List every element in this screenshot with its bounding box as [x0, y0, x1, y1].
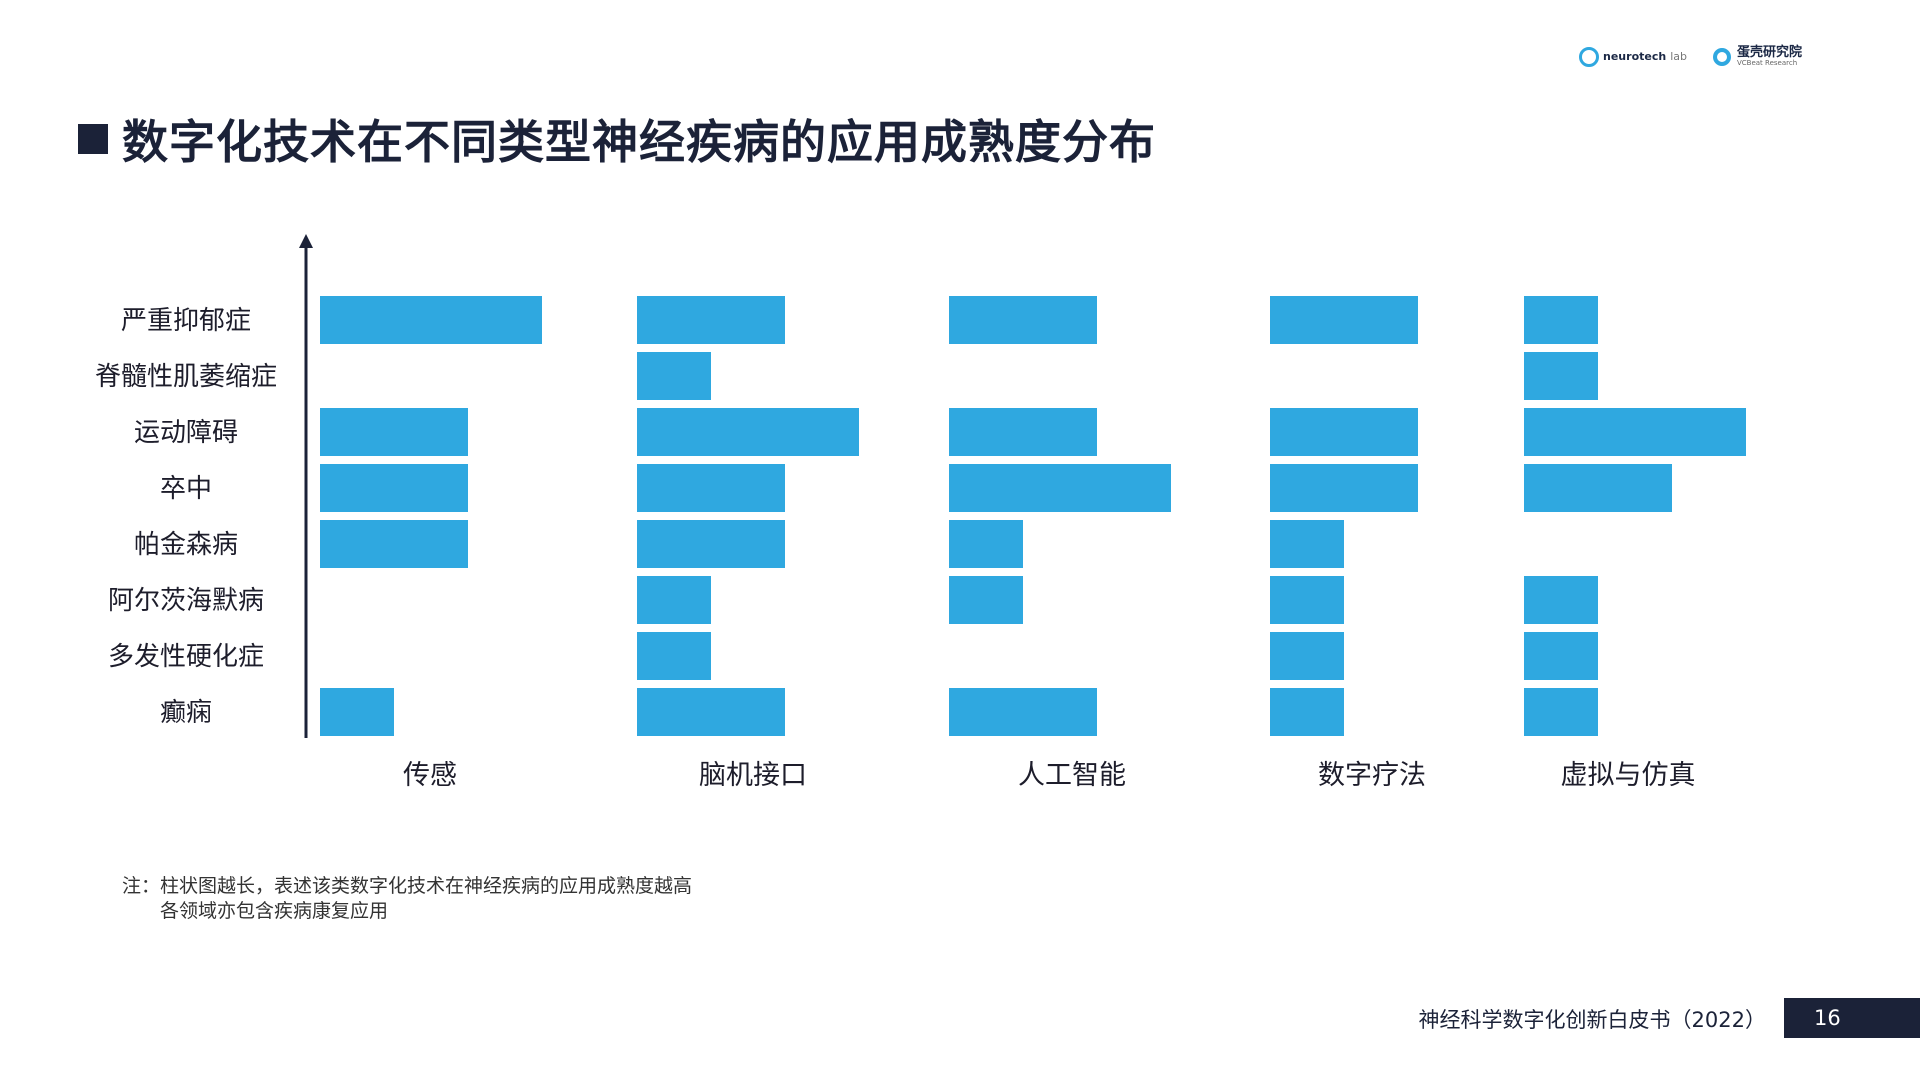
title-square-icon — [78, 124, 108, 154]
bar — [637, 632, 711, 680]
neurotech-logo-lab: lab — [1670, 50, 1687, 64]
x-category-label: 传感 — [403, 760, 457, 791]
vcbeat-mark-icon — [1712, 47, 1731, 66]
y-tick-label: 卒中 — [160, 474, 212, 504]
bar — [949, 408, 1097, 456]
chart-note: 注：柱状图越长，表述该类数字化技术在神经疾病的应用成熟度越高 各领域亦包含疾病康… — [122, 874, 692, 924]
x-category-label: 人工智能 — [1018, 760, 1126, 791]
chart-note-line2: 各领域亦包含疾病康复应用 — [160, 900, 389, 922]
bar — [320, 408, 468, 456]
bar — [1270, 632, 1344, 680]
bar — [637, 352, 711, 400]
chart-note-line1: 注：柱状图越长，表述该类数字化技术在神经疾病的应用成熟度越高 — [122, 875, 693, 897]
bar — [949, 688, 1097, 736]
bar — [1524, 688, 1598, 736]
y-axis-arrow — [299, 234, 313, 248]
bar — [1524, 464, 1672, 512]
bar — [1524, 632, 1598, 680]
neurotech-logo-text: neurotech — [1603, 50, 1667, 64]
y-tick-label: 脊髓性肌萎缩症 — [95, 362, 277, 392]
bar — [1270, 408, 1418, 456]
bar — [1270, 296, 1418, 344]
bar — [320, 296, 542, 344]
neurotech-logo: neurotech lab — [1579, 46, 1687, 67]
bar — [1270, 520, 1344, 568]
bar — [1524, 296, 1598, 344]
bar — [320, 688, 394, 736]
y-tick-label: 癫痫 — [160, 698, 212, 728]
bar — [949, 576, 1023, 624]
y-tick-label: 多发性硬化症 — [108, 642, 264, 672]
bar — [637, 520, 785, 568]
y-tick-label: 严重抑郁症 — [121, 306, 251, 336]
y-tick-label: 帕金森病 — [134, 530, 238, 560]
y-tick-label: 阿尔茨海默病 — [108, 586, 264, 616]
bar — [637, 688, 785, 736]
x-category-label: 脑机接口 — [699, 760, 807, 791]
y-tick-label: 运动障碍 — [134, 418, 238, 448]
bar — [949, 296, 1097, 344]
footer-title: 神经科学数字化创新白皮书（2022） — [1418, 1008, 1766, 1032]
vcbeat-logo: 蛋壳研究院 VCBeat Research — [1712, 45, 1802, 68]
bar — [1524, 576, 1598, 624]
x-category-label: 虚拟与仿真 — [1561, 760, 1696, 791]
bar — [320, 464, 468, 512]
vcbeat-logo-en: VCBeat Research — [1736, 59, 1798, 68]
x-category-label: 数字疗法 — [1318, 760, 1426, 791]
bar — [949, 464, 1171, 512]
page-number-text: 16 — [1814, 1006, 1841, 1030]
bar — [1270, 688, 1344, 736]
bar — [1270, 576, 1344, 624]
bar — [637, 464, 785, 512]
bar — [1270, 464, 1418, 512]
page-title: 数字化技术在不同类型神经疾病的应用成熟度分布 — [122, 115, 1156, 169]
bar — [637, 408, 859, 456]
bar — [949, 520, 1023, 568]
header-logos: neurotech lab 蛋壳研究院 VCBeat Research — [1579, 45, 1802, 68]
bar — [1524, 352, 1598, 400]
page-number: 16 — [1784, 998, 1920, 1038]
bar — [637, 296, 785, 344]
page-title-bar: 数字化技术在不同类型神经疾病的应用成熟度分布 — [78, 106, 1156, 172]
bar — [1524, 408, 1746, 456]
neurotech-ring-icon — [1579, 46, 1600, 67]
bar — [320, 520, 468, 568]
bar — [637, 576, 711, 624]
vcbeat-logo-cn: 蛋壳研究院 — [1736, 45, 1802, 60]
